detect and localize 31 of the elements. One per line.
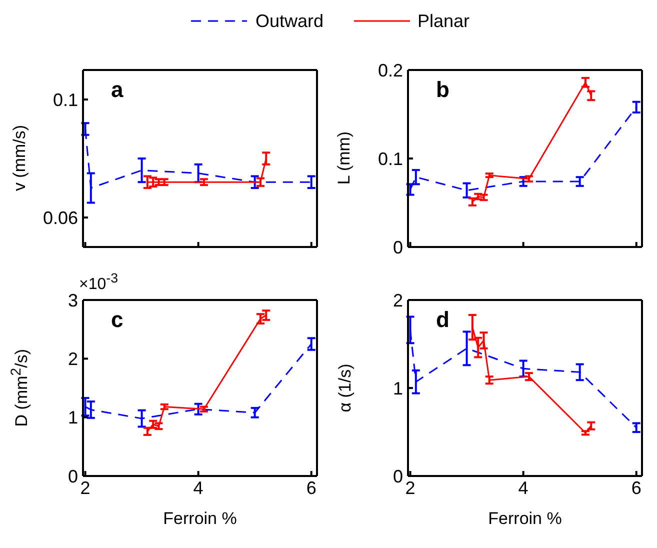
y-tick-label: 0.2 xyxy=(378,60,403,80)
y-tick-label: 0 xyxy=(392,237,403,258)
x-tick-label: 4 xyxy=(518,478,528,498)
x-tick-label: 2 xyxy=(80,478,90,498)
y-axis-title: v (mm/s) xyxy=(10,124,29,192)
x-axis-title: Ferroin % xyxy=(163,509,237,528)
y-tick-label: 2 xyxy=(68,349,78,370)
y-tick-label: 0.06 xyxy=(42,208,78,228)
y-tick-label: 1 xyxy=(392,378,403,398)
line-series xyxy=(472,82,592,203)
x-axis-title: Ferroin % xyxy=(488,509,562,528)
chart-title: b xyxy=(436,77,450,102)
y-tick-label: 0.1 xyxy=(378,148,403,169)
legend-label: Planar xyxy=(418,10,470,32)
y-tick-label: 0.1 xyxy=(52,90,78,110)
x-tick-label: 4 xyxy=(193,478,204,498)
y-axis-title: α (1/s) xyxy=(335,363,354,412)
x-tick-label: 6 xyxy=(631,478,642,498)
y-tick-label: 3 xyxy=(68,290,78,310)
text: ×10$^{-3}$ xyxy=(79,271,118,294)
y-tick-label: 0 xyxy=(68,466,78,486)
legend-label: Outward xyxy=(255,10,324,32)
chart-title: d xyxy=(436,307,450,332)
chart-title: c xyxy=(111,307,124,332)
y-tick-label: 0 xyxy=(392,466,403,486)
x-tick-label: 6 xyxy=(306,478,316,498)
chart-title: a xyxy=(111,77,124,102)
x-tick-label: 2 xyxy=(405,478,416,498)
y-axis-title: L (mm) xyxy=(335,131,354,185)
y-tick-label: 2 xyxy=(392,290,403,310)
y-tick-label: 1 xyxy=(68,408,78,428)
